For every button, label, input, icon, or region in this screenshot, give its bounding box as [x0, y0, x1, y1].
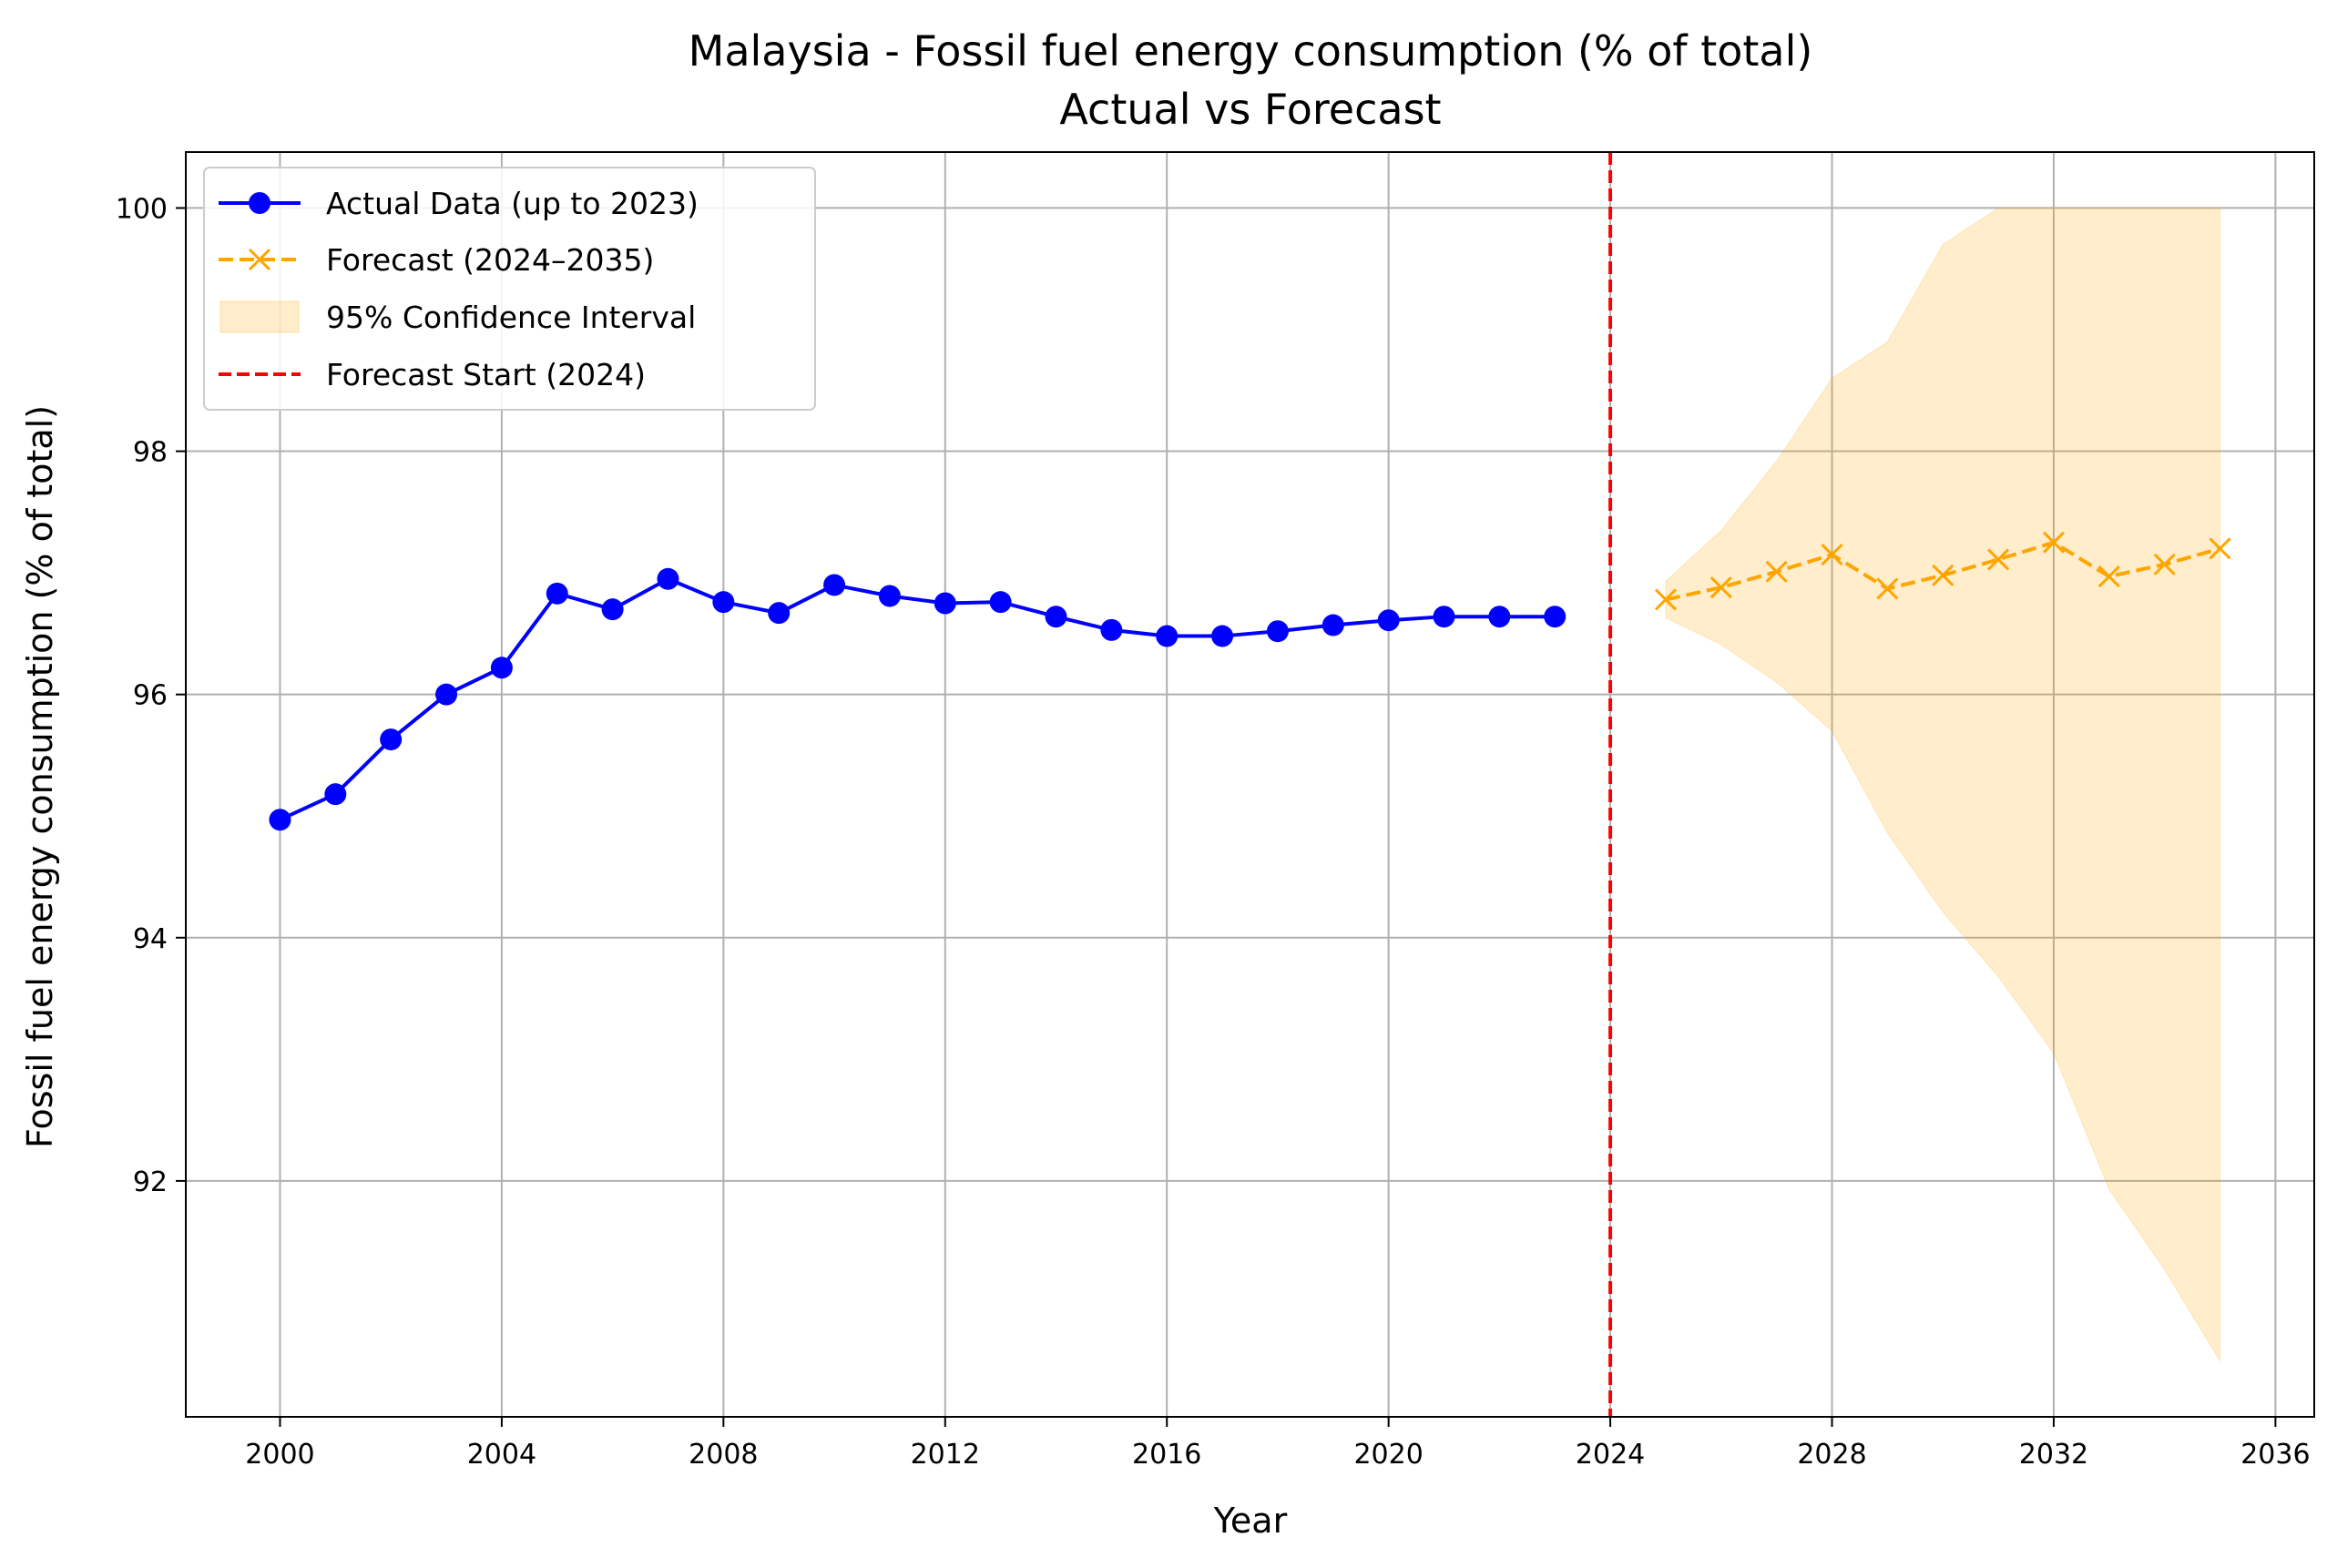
- data-point-actual: [934, 592, 956, 615]
- legend: Actual Data (up to 2023) Forecast (2024–2…: [203, 167, 816, 411]
- y-tick-label: 94: [133, 923, 168, 955]
- legend-label: 95% Confidence Interval: [326, 300, 696, 335]
- y-axis-title: Fossil fuel energy consumption (% of tot…: [20, 405, 60, 1148]
- y-tick-label: 100: [116, 193, 168, 225]
- y-tick-label: 96: [133, 680, 168, 712]
- legend-label: Forecast Start (2024): [326, 357, 646, 392]
- data-point-actual: [768, 602, 791, 625]
- confidence-band: [1665, 207, 2221, 1363]
- series-line-actual: [279, 576, 1556, 822]
- data-point-forecast: [2209, 537, 2231, 560]
- x-tick-label: 2020: [1353, 1439, 1423, 1471]
- data-point-actual: [712, 591, 735, 614]
- legend-swatch-marker: [249, 192, 270, 214]
- data-point-actual: [435, 683, 458, 706]
- data-point-actual: [380, 728, 403, 751]
- x-tick-label: 2036: [2240, 1439, 2310, 1471]
- data-point-actual: [1156, 625, 1179, 647]
- x-tick-label: 2008: [689, 1439, 758, 1471]
- marker-stroke: [1821, 544, 1843, 566]
- grid-layer: [186, 152, 2314, 1417]
- marker-stroke: [1987, 548, 2010, 571]
- legend-item-forecast-start: Forecast Start (2024): [219, 357, 646, 392]
- data-point-actual: [1100, 618, 1123, 641]
- data-point-forecast: [2097, 565, 2120, 588]
- x-tick-label: 2024: [1576, 1439, 1645, 1471]
- data-point-forecast: [1709, 576, 1732, 599]
- x-tick-label: 2000: [245, 1439, 314, 1471]
- legend-item-actual: Actual Data (up to 2023): [219, 186, 699, 221]
- plot-frame: [185, 151, 2315, 1418]
- marker-stroke: [1932, 564, 1954, 586]
- legend-label: Actual Data (up to 2023): [326, 186, 699, 221]
- data-point-actual: [1488, 606, 1511, 628]
- data-point-actual: [1433, 606, 1455, 628]
- data-point-actual: [546, 582, 568, 605]
- legend-swatch-marker: [248, 248, 271, 271]
- data-point-actual: [1211, 625, 1234, 647]
- marker-stroke: [2042, 531, 2066, 554]
- data-point-actual: [1266, 620, 1289, 643]
- y-tick-label: 98: [133, 437, 168, 469]
- legend-swatch-patch: [219, 300, 300, 333]
- data-point-actual: [823, 574, 846, 596]
- data-point-forecast: [1932, 564, 1954, 586]
- x-tick-label: 2004: [467, 1439, 536, 1471]
- marker-stroke: [1765, 560, 1788, 583]
- x-axis-title: Year: [1213, 1501, 1288, 1541]
- x-tick-label: 2032: [2019, 1439, 2088, 1471]
- legend-label: Forecast (2024–2035): [326, 242, 654, 278]
- data-point-actual: [324, 783, 347, 806]
- data-point-forecast: [1765, 560, 1788, 583]
- x-tick-label: 2016: [1132, 1439, 1201, 1471]
- chart-title: Malaysia - Fossil fuel energy consumptio…: [689, 26, 1813, 76]
- x-tick-label: 2012: [911, 1439, 980, 1471]
- data-point-forecast: [1821, 544, 1843, 566]
- data-point-forecast: [2042, 531, 2066, 554]
- data-point-actual: [657, 567, 679, 590]
- data-point-actual: [878, 585, 901, 607]
- data-point-actual: [269, 809, 291, 831]
- x-tick-label: 2028: [1797, 1439, 1866, 1471]
- marker-stroke: [2153, 553, 2176, 575]
- axes-layer: 2000 2004 2008 2012 2016 2020 2024 2028 2032 2036…: [116, 151, 2315, 1471]
- data-point-actual: [1377, 609, 1400, 632]
- data-point-actual: [989, 591, 1012, 614]
- marker-stroke: [1876, 577, 1899, 600]
- marker-stroke: [1654, 588, 1678, 611]
- data-point-forecast: [1654, 588, 1678, 611]
- legend-item-confidence: 95% Confidence Interval: [219, 300, 696, 335]
- legend-box: [203, 167, 816, 411]
- y-tick-label: 92: [133, 1166, 168, 1198]
- legend-item-forecast: Forecast (2024–2035): [219, 242, 654, 278]
- marker-stroke: [2209, 537, 2231, 560]
- marker-stroke: [1709, 576, 1732, 599]
- data-point-actual: [490, 657, 513, 679]
- data-point-actual: [1322, 614, 1344, 636]
- data-point-forecast: [2153, 553, 2176, 575]
- data-point-forecast: [1987, 548, 2010, 571]
- data-point-actual: [1045, 606, 1067, 628]
- series-layer: [269, 152, 2231, 1417]
- confidence-band-layer: [1665, 207, 2221, 1363]
- data-point-actual: [1544, 606, 1567, 628]
- data-point-forecast: [1876, 577, 1899, 600]
- marker-stroke: [2097, 565, 2120, 588]
- data-point-actual: [601, 598, 624, 621]
- chart-subtitle: Actual vs Forecast: [1059, 85, 1441, 134]
